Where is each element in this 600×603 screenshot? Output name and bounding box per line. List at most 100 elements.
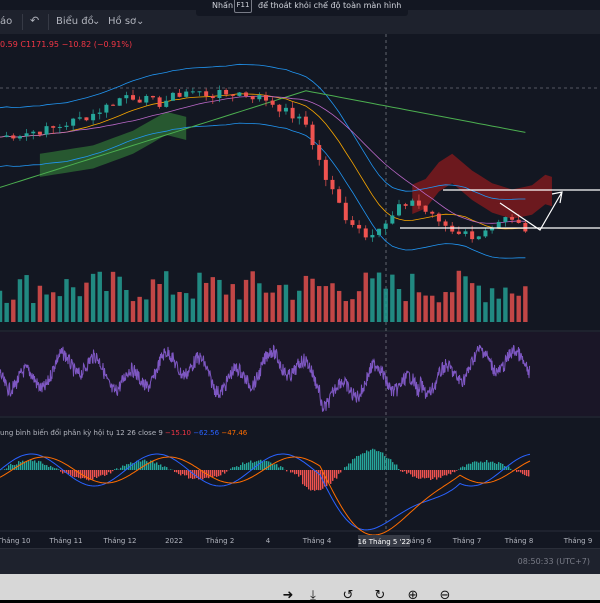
candle-body — [277, 105, 281, 112]
macd-histogram-bar — [378, 451, 379, 470]
candle-body — [444, 221, 448, 225]
macd-histogram-bar — [178, 470, 179, 474]
macd-histogram-bar — [292, 470, 293, 472]
macd-histogram-bar — [20, 462, 21, 470]
macd-histogram-bar — [494, 463, 495, 470]
volume-bar — [350, 299, 354, 322]
candle-body — [410, 201, 414, 206]
macd-histogram-bar — [74, 470, 75, 477]
macd-histogram-bar — [192, 470, 193, 479]
macd-histogram-bar — [184, 470, 185, 475]
macd-histogram-bar — [134, 463, 135, 470]
macd-histogram-bar — [22, 461, 23, 470]
candle-body — [297, 117, 301, 119]
macd-histogram-bar — [308, 470, 309, 489]
candle-body — [217, 90, 221, 98]
macd-histogram-bar — [460, 467, 461, 470]
volume-bar — [111, 272, 115, 322]
volume-bar — [38, 286, 42, 322]
macd-histogram-bar — [204, 470, 205, 478]
candle-body — [357, 225, 361, 229]
candle-body — [18, 136, 22, 138]
candle-body — [397, 204, 401, 215]
macd-histogram-bar — [244, 464, 245, 470]
volume-bar — [58, 296, 62, 322]
rotate-left-icon[interactable]: ↺ — [340, 590, 356, 602]
macd-histogram-bar — [96, 470, 97, 478]
x-axis-tick-label: 2022 — [165, 537, 183, 545]
macd-histogram-bar — [28, 461, 29, 470]
candle-body — [377, 229, 381, 235]
macd-histogram-bar — [90, 470, 91, 480]
macd-histogram-bar — [152, 461, 153, 470]
arrow-right-icon[interactable]: ➜ — [280, 590, 296, 602]
candle-body — [424, 206, 428, 212]
macd-histogram-bar — [412, 470, 413, 477]
volume-bar — [71, 287, 75, 322]
volume-bar — [337, 291, 341, 322]
macd-histogram-bar — [340, 470, 341, 472]
candle-body — [211, 96, 215, 98]
macd-histogram-bar — [200, 470, 201, 479]
macd-histogram-bar — [310, 470, 311, 490]
macd-histogram-bar — [374, 449, 375, 470]
zoom-out-icon[interactable]: ⊖ — [437, 590, 453, 602]
candle-body — [191, 91, 195, 92]
macd-histogram-bar — [156, 462, 157, 470]
macd-histogram-bar — [402, 470, 403, 472]
download-icon[interactable]: ⤓ — [305, 590, 321, 602]
volume-bar — [137, 297, 141, 322]
volume-bar — [251, 271, 255, 322]
macd-histogram-bar — [424, 470, 425, 478]
candle-body — [151, 96, 155, 97]
volume-bar — [477, 286, 481, 322]
macd-histogram-bar — [332, 470, 333, 481]
macd-histogram-bar — [94, 470, 95, 477]
volume-bar — [44, 295, 48, 322]
candle-body — [198, 91, 202, 92]
candle-body — [384, 224, 388, 229]
macd-histogram-bar — [34, 460, 35, 470]
macd-histogram-bar — [180, 470, 181, 475]
macd-histogram-bar — [348, 463, 349, 470]
volume-bar — [144, 299, 148, 322]
macd-histogram-bar — [38, 461, 39, 470]
macd-histogram-bar — [52, 467, 53, 470]
macd-histogram-bar — [474, 461, 475, 470]
volume-bar — [377, 273, 381, 322]
macd-histogram-bar — [234, 467, 235, 470]
macd-histogram-bar — [438, 470, 439, 477]
rotate-right-icon[interactable]: ↻ — [372, 590, 388, 602]
macd-title: ung bình biến đổi phân kỳ hội tụ 12 26 c… — [0, 429, 163, 437]
macd-histogram-bar — [230, 469, 231, 470]
macd-histogram-bar — [164, 466, 165, 470]
candle-body — [417, 201, 421, 206]
macd-histogram-bar — [48, 467, 49, 470]
macd-histogram-bar — [364, 453, 365, 470]
candle-body — [111, 105, 115, 106]
macd-histogram-bar — [508, 466, 509, 470]
volume-bar — [490, 288, 494, 322]
zoom-in-icon[interactable]: ⊕ — [405, 590, 421, 602]
macd-histogram-bar — [110, 470, 111, 473]
volume-bar — [64, 279, 68, 322]
macd-histogram-bar — [250, 460, 251, 470]
macd-histogram-bar — [518, 470, 519, 472]
volume-bar — [244, 280, 248, 322]
macd-histogram-bar — [350, 463, 351, 470]
macd-histogram-bar — [302, 470, 303, 484]
candle-body — [257, 95, 261, 99]
volume-bar — [290, 300, 294, 322]
candle-body — [271, 101, 275, 105]
volume-bar — [31, 303, 35, 322]
macd-histogram-bar — [154, 463, 155, 470]
macd-histogram-bar — [58, 469, 59, 470]
candle-body — [237, 92, 241, 95]
volume-bar — [118, 277, 122, 322]
macd-histogram-bar — [440, 470, 441, 478]
macd-histogram-bar — [108, 470, 109, 472]
macd-histogram-bar — [524, 470, 525, 475]
x-axis-tick-label: Tháng 8 — [504, 537, 534, 545]
macd-histogram-bar — [418, 470, 419, 479]
